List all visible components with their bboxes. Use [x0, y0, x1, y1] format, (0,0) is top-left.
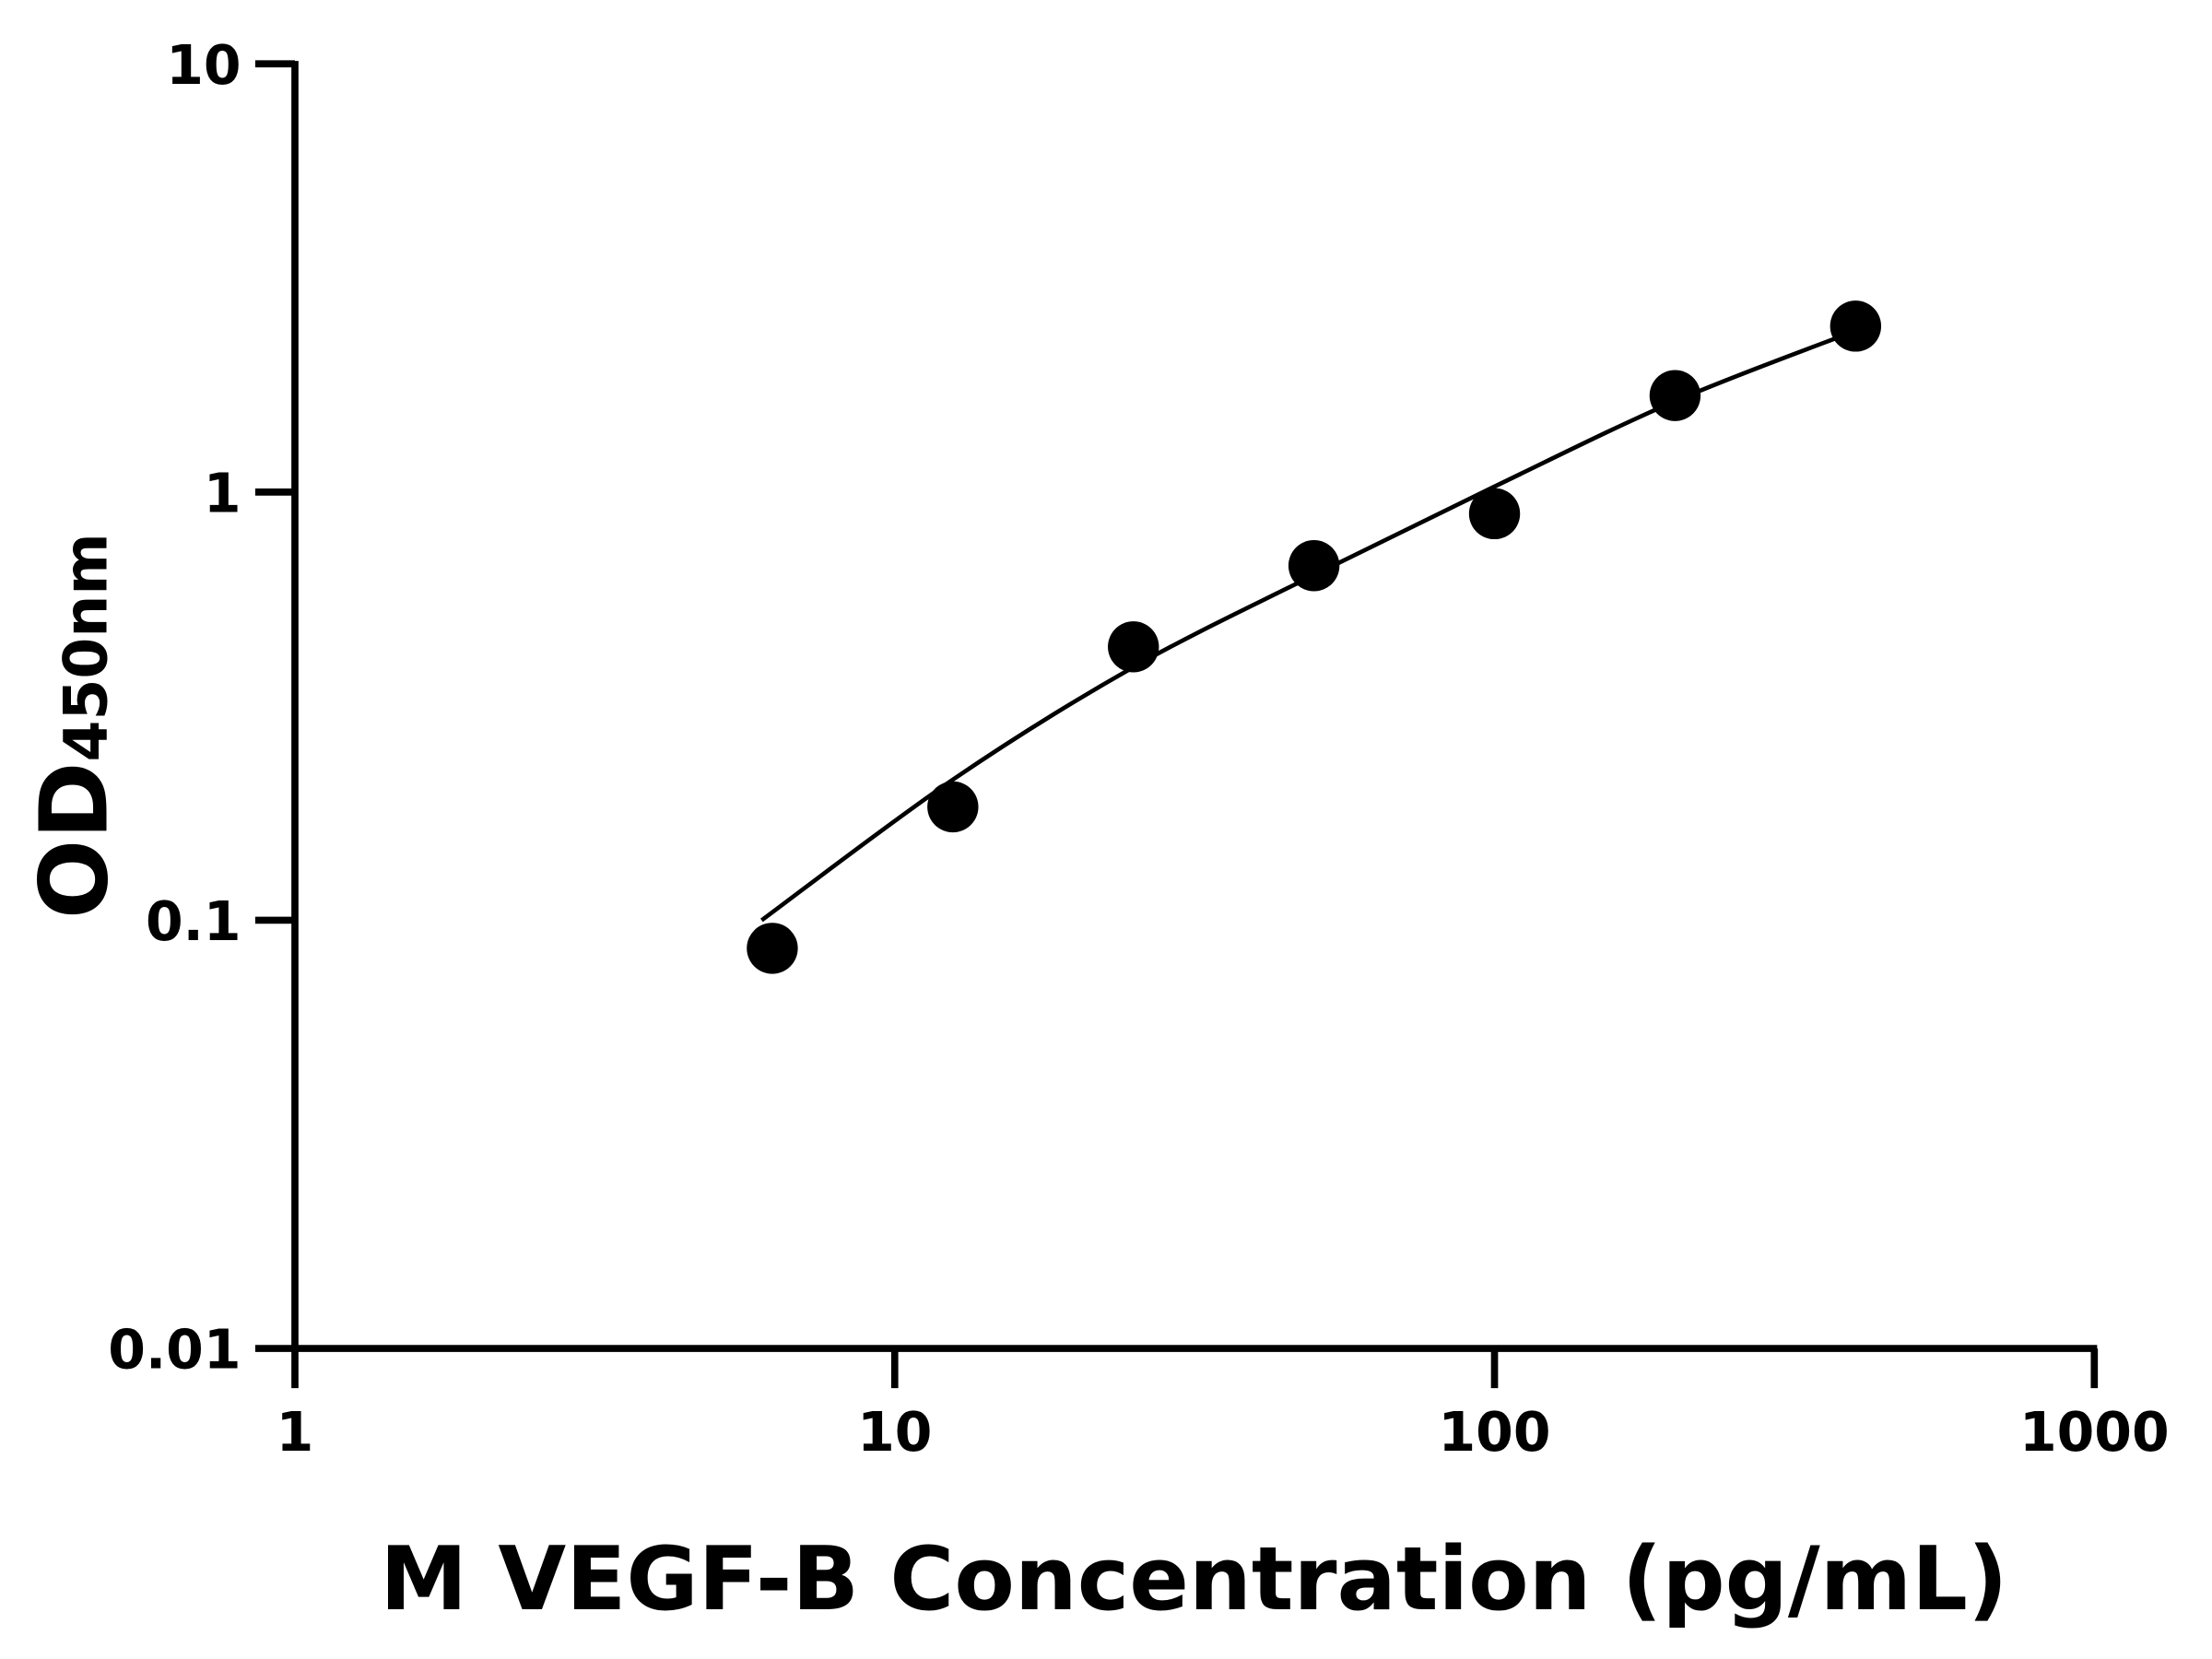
y-tick-label: 0.1 — [146, 890, 241, 953]
data-point — [1649, 370, 1701, 421]
axes — [291, 61, 2098, 1352]
x-tick-label: 100 — [1439, 1401, 1551, 1464]
data-point — [1830, 300, 1882, 352]
x-tick-label: 10 — [857, 1401, 932, 1464]
svg-text:OD450nm: OD450nm — [19, 533, 128, 919]
data-point — [747, 923, 798, 974]
y-tick-label: 0.01 — [108, 1319, 241, 1382]
data-points — [747, 300, 1882, 974]
data-point — [1108, 621, 1159, 673]
ticks: 1 10 100 1000 0.01 0.1 1 10 — [108, 34, 2169, 1464]
x-tick-label: 1000 — [2019, 1401, 2170, 1464]
y-tick-label: 10 — [166, 34, 241, 97]
x-tick-label: 1 — [276, 1401, 314, 1464]
y-axis-label-sub: 450nm — [52, 533, 121, 761]
y-tick-label: 1 — [204, 462, 241, 524]
data-point — [1288, 540, 1340, 592]
data-point — [1468, 488, 1521, 540]
x-axis-label: M VEGF-B Concentration (pg/mL) — [380, 1528, 2007, 1630]
y-axis-label: OD450nm — [19, 533, 128, 919]
y-axis-label-main: OD — [19, 761, 128, 919]
data-point — [927, 781, 979, 833]
fit-curve — [760, 328, 1857, 923]
